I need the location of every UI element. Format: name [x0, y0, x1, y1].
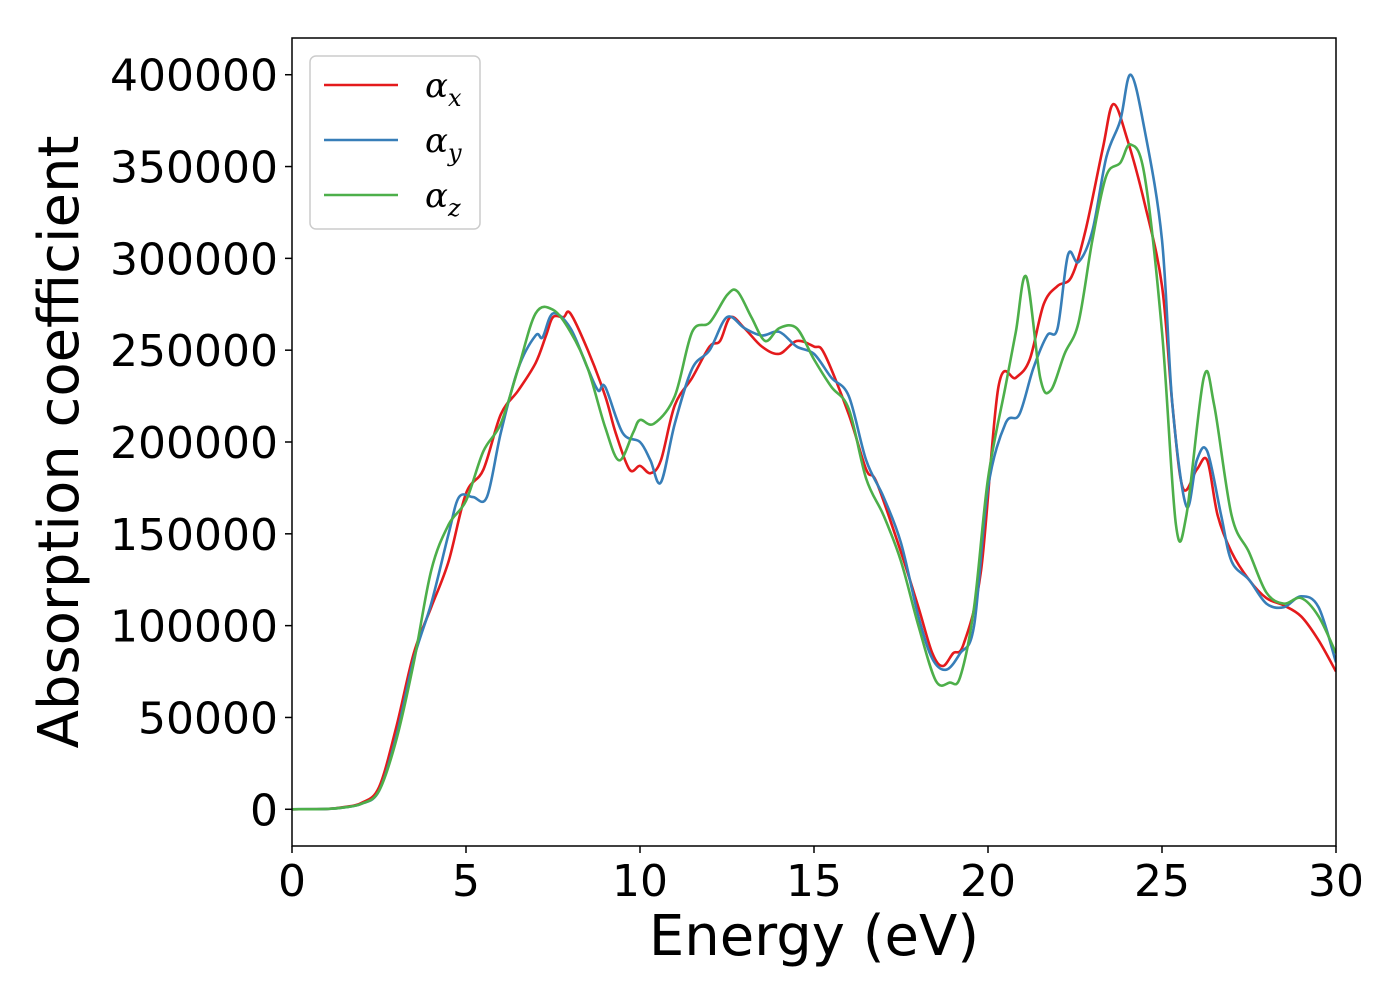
x-tick-label: 0 — [278, 856, 306, 907]
series-layer — [292, 73, 1336, 811]
legend-label: αx — [425, 66, 462, 112]
legend-box — [309, 55, 481, 230]
y-tick-label: 400000 — [110, 51, 278, 102]
y-tick-label: 250000 — [110, 326, 278, 377]
y-axis: 0 50000 100000 150000 200000 250000 300000 3500… — [110, 51, 292, 836]
series-line-2 — [292, 143, 1336, 811]
y-tick-label: 0 — [250, 785, 278, 836]
y-tick-label: 100000 — [110, 602, 278, 653]
legend-label: αz — [425, 176, 461, 222]
x-tick-label: 10 — [612, 856, 668, 907]
series-line-1 — [292, 73, 1336, 811]
legend: αx αy αz — [309, 55, 481, 230]
x-axis: 0 5 10 15 20 25 30 — [278, 846, 1364, 907]
x-tick-label: 20 — [960, 856, 1016, 907]
legend-label: αy — [425, 121, 462, 167]
y-axis-label: Absorption coefficient — [27, 136, 92, 749]
y-tick-label: 300000 — [110, 234, 278, 285]
x-tick-label: 25 — [1134, 856, 1190, 907]
x-tick-label: 15 — [786, 856, 842, 907]
y-tick-label: 150000 — [110, 510, 278, 561]
y-tick-label: 50000 — [138, 693, 278, 744]
x-axis-label: Energy (eV) — [649, 904, 979, 969]
x-tick-label: 5 — [452, 856, 480, 907]
x-tick-label: 30 — [1308, 856, 1364, 907]
y-tick-label: 200000 — [110, 418, 278, 469]
y-tick-label: 350000 — [110, 143, 278, 194]
